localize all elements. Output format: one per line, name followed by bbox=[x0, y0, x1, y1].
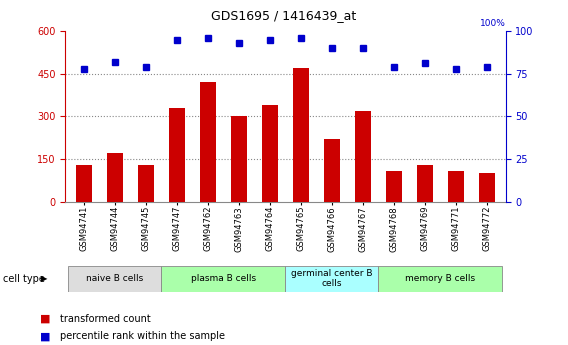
Text: transformed count: transformed count bbox=[60, 314, 151, 324]
Bar bbox=[355, 111, 371, 202]
Text: ■: ■ bbox=[40, 314, 50, 324]
Text: 100%: 100% bbox=[479, 19, 506, 28]
Text: cell type: cell type bbox=[3, 274, 45, 284]
Bar bbox=[161, 266, 286, 292]
Bar bbox=[231, 117, 247, 202]
Bar bbox=[262, 105, 278, 202]
Bar bbox=[293, 68, 308, 202]
Bar bbox=[324, 139, 340, 202]
Text: ▶: ▶ bbox=[41, 274, 47, 283]
Text: naive B cells: naive B cells bbox=[86, 274, 144, 283]
Bar bbox=[200, 82, 216, 202]
Bar bbox=[417, 165, 433, 202]
Bar bbox=[169, 108, 185, 202]
Bar bbox=[76, 165, 91, 202]
Bar bbox=[138, 165, 154, 202]
Bar bbox=[286, 266, 378, 292]
Bar bbox=[107, 154, 123, 202]
Text: percentile rank within the sample: percentile rank within the sample bbox=[60, 332, 224, 341]
Bar bbox=[68, 266, 161, 292]
Text: germinal center B
cells: germinal center B cells bbox=[291, 269, 373, 288]
Text: ■: ■ bbox=[40, 332, 50, 341]
Text: GDS1695 / 1416439_at: GDS1695 / 1416439_at bbox=[211, 9, 357, 22]
Bar bbox=[448, 170, 463, 202]
Text: memory B cells: memory B cells bbox=[406, 274, 475, 283]
Bar bbox=[479, 173, 495, 202]
Bar bbox=[378, 266, 503, 292]
Bar bbox=[386, 170, 402, 202]
Text: plasma B cells: plasma B cells bbox=[191, 274, 256, 283]
